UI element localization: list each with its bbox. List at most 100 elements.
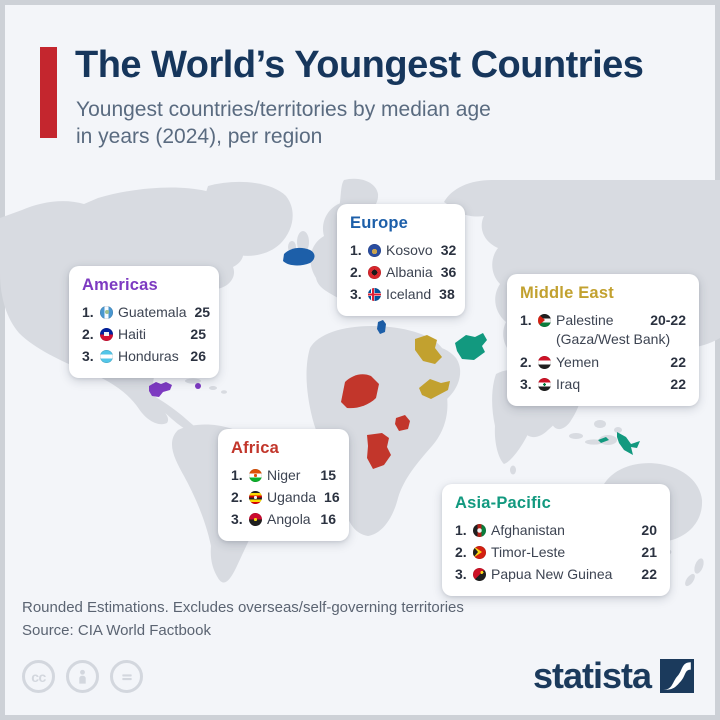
honduras-flag-icon [100,349,113,363]
region-card-middle-east: Middle East 1. Palestine 20-22 (Gaza/Wes… [507,274,699,406]
iraq-flag-icon [538,377,551,391]
country-row: 3. Iceland 38 [350,283,455,305]
caribbean-island [209,386,217,390]
country-row: 3. Angola 16 [231,508,336,530]
rank-label: 1. [455,522,467,538]
map-highlight-guatemala-honduras [149,382,172,397]
niger-flag-icon [249,468,262,482]
statista-logo[interactable]: statista [533,655,694,697]
subtitle-line-1: Youngest countries/territories by median… [76,98,491,121]
map-highlight-yemen [419,379,450,399]
rank-label: 1. [520,312,532,328]
country-name: Iceland [386,286,432,302]
cc-icon[interactable]: cc [22,660,55,693]
country-row: 2. Albania 36 [350,261,456,283]
statista-wordmark: statista [532,655,652,696]
median-age-value: 22 [670,354,686,370]
statista-logo-mark [660,659,694,693]
rank-label: 2. [455,544,467,560]
rank-label: 2. [520,354,532,370]
median-age-value: 22 [641,566,657,582]
country-name: Guatemala [118,304,187,320]
afghanistan-flag-icon [473,523,486,537]
region-title-europe: Europe [350,214,409,232]
country-row: 2. Haiti 25 [82,323,206,345]
island-japan-north [674,265,680,275]
country-name: Niger [267,467,301,483]
island-cuba [185,378,201,384]
equals-glyph [121,673,132,680]
country-name: Papua New Guinea [491,566,613,582]
iceland-flag-icon [368,287,381,301]
region-card-asia-pacific: Asia-Pacific 1. Afghanistan 20 2. Timor-… [442,484,670,596]
median-age-value: 25 [194,304,211,320]
country-name: Palestine [556,312,614,328]
country-name: Uganda [267,489,317,505]
country-row: 1. Palestine 20-22 [520,309,686,331]
footnote-source: Source: CIA World Factbook [22,621,211,639]
map-highlight-papua-new-guinea [617,432,640,455]
median-age-value: 16 [324,489,340,505]
country-row: 1. Niger 15 [231,464,336,486]
map-highlight-uganda [395,415,410,431]
uganda-flag-icon [249,490,262,504]
map-highlight-angola [367,433,391,469]
median-age-value: 20-22 [650,312,686,328]
arabian-peninsula [407,345,461,408]
yemen-flag-icon [538,355,551,369]
equals-icon[interactable] [110,660,143,693]
attribution-person-icon[interactable] [66,660,99,693]
country-name: Albania [386,264,433,280]
region-card-africa: Africa 1. Niger 15 2. Uganda 16 3. Angol… [218,429,349,541]
subtitle-line-2: in years (2024), per region [76,125,323,148]
median-age-value: 21 [641,544,657,560]
map-highlight-iceland [283,247,315,266]
island-sumatra [569,433,583,439]
rank-label: 2. [82,326,94,342]
country-name: Honduras [118,348,179,364]
region-title-asia-pacific: Asia-Pacific [455,494,551,512]
albania-flag-icon [368,265,381,279]
island-greenland [204,181,293,256]
country-name: Kosovo [386,242,433,258]
timor-leste-flag-icon [473,545,486,559]
rank-label: 3. [520,376,532,392]
island-new-zealand-north [694,558,704,574]
country-row: 3. Honduras 26 [82,345,206,367]
country-row: 2. Yemen 22 [520,351,686,373]
person-icon [79,669,86,684]
region-title-africa: Africa [231,439,279,457]
island-new-zealand-south [685,573,695,587]
median-age-value: 15 [320,467,336,483]
country-row: 2. Uganda 16 [231,486,340,508]
median-age-value: 26 [190,348,206,364]
country-row: 3. Iraq 22 [520,373,686,395]
country-row: 1. Kosovo 32 [350,239,456,261]
footnotes: Rounded Estimations. Excludes overseas/s… [22,597,464,642]
median-age-value: 22 [670,376,686,392]
angola-flag-icon [249,512,262,526]
country-row: 1. Guatemala 25 [82,301,210,323]
map-highlight-niger [341,374,379,409]
rank-label: 3. [231,511,243,527]
isthmus-central-america [152,396,203,435]
country-row: 3. Papua New Guinea 22 [455,563,657,585]
rank-label: 1. [350,242,362,258]
map-highlight-kosovo-albania [377,320,386,334]
country-note: (Gaza/West Bank) [556,331,671,347]
haiti-flag-icon [100,327,113,341]
median-age-value: 25 [190,326,206,342]
map-highlight-afghanistan [455,333,487,360]
map-highlight-iraq [415,335,442,364]
country-name: Angola [267,511,311,527]
region-card-americas: Americas 1. Guatemala 25 2. Haiti 25 3. … [69,266,219,378]
country-name: Iraq [556,376,581,392]
rank-label: 3. [455,566,467,582]
subtitle: Youngest countries/territories by median… [76,96,491,150]
country-name: Timor-Leste [491,544,566,560]
rank-label: 3. [82,348,94,364]
region-title-middle-east: Middle East [520,284,614,302]
country-name: Afghanistan [491,522,565,538]
country-name: Haiti [118,326,147,342]
median-age-value: 16 [320,511,336,527]
